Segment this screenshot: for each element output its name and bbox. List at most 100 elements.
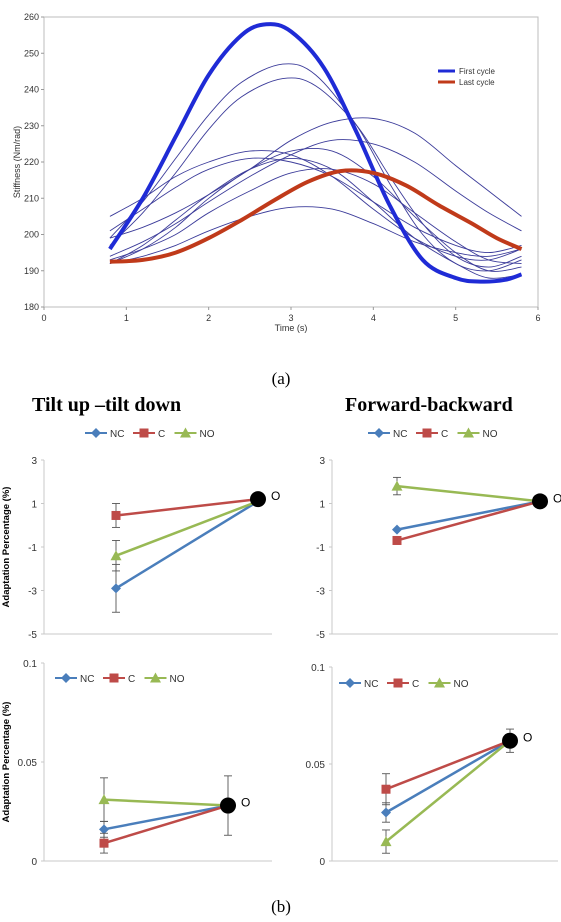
series-line-nc xyxy=(385,739,511,814)
y-tick-label: -5 xyxy=(28,630,37,641)
legend-label-nc: NC xyxy=(110,429,124,440)
tilt-sd-chart: 0.1 0.05 0 Adaptation Percentage (%) NC C NO O xyxy=(1,659,272,868)
y-axis-title: Adaptation Percentage (%) xyxy=(1,487,12,608)
y-tick-label: 240 xyxy=(24,85,39,95)
cycle-curve xyxy=(109,157,522,254)
y-tick-label: 230 xyxy=(24,121,39,131)
series-c xyxy=(99,775,232,854)
series-no xyxy=(110,500,259,572)
data-point-c xyxy=(392,535,402,545)
y-tick-label: 1 xyxy=(31,500,37,511)
series-line-c xyxy=(396,500,541,542)
series-line-nc xyxy=(115,500,259,590)
end-point-marker xyxy=(250,491,266,508)
x-tick-label: 4 xyxy=(371,313,376,323)
series-no xyxy=(380,739,511,854)
data-point-nc xyxy=(99,824,109,835)
series-nc xyxy=(381,739,511,823)
legend-label-last-cycle: Last cycle xyxy=(459,78,495,87)
legend: NC C NO xyxy=(368,427,498,440)
cycle-curve xyxy=(109,147,522,272)
cycle-curve xyxy=(109,117,522,239)
legend-label-nc: NC xyxy=(364,679,378,690)
x-tick-label: 3 xyxy=(288,313,293,323)
legend-marker-c xyxy=(139,428,149,438)
series-line-no xyxy=(396,484,541,503)
x-tick-label: 1 xyxy=(124,313,129,323)
legend-label-no: NO xyxy=(170,674,185,685)
y-tick-label: 0.05 xyxy=(18,758,38,769)
legend-marker-no xyxy=(434,677,445,688)
end-point-label: O xyxy=(241,796,250,810)
legend: NC C NO xyxy=(85,427,215,440)
end-point-marker xyxy=(532,493,548,510)
tilt-mean-chart: 3 1 -1 -3 -5 Adaptation Percentage (%) NC C NO O xyxy=(1,427,280,641)
series-line-no xyxy=(115,500,259,557)
y-tick-label: -1 xyxy=(28,543,37,554)
legend-label-no: NO xyxy=(454,679,469,690)
series-line-no xyxy=(103,798,229,807)
series-line-c xyxy=(385,739,511,791)
data-point-c xyxy=(111,510,121,520)
y-axis-title: Adaptation Percentage (%) xyxy=(1,702,12,823)
x-tick-label: 2 xyxy=(206,313,211,323)
legend-marker-nc xyxy=(61,673,71,683)
x-tick-label: 5 xyxy=(453,313,458,323)
legend-label-c: C xyxy=(441,429,448,440)
series-line-nc xyxy=(103,804,229,831)
data-point-no xyxy=(98,794,110,805)
stiffness-y-axis-title: Stiffness (Nm/rad) xyxy=(12,126,22,198)
legend-marker-c xyxy=(422,428,432,438)
stiffness-legend: First cycle Last cycle xyxy=(438,67,496,87)
end-point-label: O xyxy=(523,731,532,745)
y-tick-label: 250 xyxy=(24,48,39,58)
data-point-no xyxy=(380,836,392,847)
cycle-curve xyxy=(109,157,522,279)
cycle-curve xyxy=(109,150,522,261)
legend-marker-c xyxy=(109,673,119,683)
cycle-curve xyxy=(109,63,522,272)
title-forward: Forward-backward xyxy=(345,394,513,416)
legend: NC C NO xyxy=(339,677,469,690)
legend-marker-no xyxy=(463,427,474,438)
series-line-nc xyxy=(396,500,541,531)
legend-label-no: NO xyxy=(200,429,215,440)
series-line-c xyxy=(103,804,229,845)
end-point-label: O xyxy=(553,491,561,505)
caption-b: (b) xyxy=(271,897,291,916)
y-tick-label: 0.1 xyxy=(311,663,325,674)
legend-label-first-cycle: First cycle xyxy=(459,67,496,76)
y-tick-label: -5 xyxy=(316,630,325,641)
end-point-marker xyxy=(220,797,236,814)
legend-label-no: NO xyxy=(483,429,498,440)
legend-marker-nc xyxy=(91,428,101,438)
title-tilt: Tilt up –tilt down xyxy=(32,394,181,416)
y-tick-label: -3 xyxy=(316,587,325,598)
legend: NC C NO xyxy=(55,672,185,685)
data-point-no xyxy=(391,480,403,491)
y-tick-label: 180 xyxy=(24,302,39,312)
data-point-nc xyxy=(111,583,121,594)
data-point-c xyxy=(99,838,109,848)
y-tick-label: 210 xyxy=(24,193,39,203)
y-tick-label: 0.05 xyxy=(306,760,326,771)
stiffness-chart: 0 1 2 3 4 5 6 180 190 200 210 220 230 240 250 260 Time … xyxy=(12,12,541,333)
caption-a: (a) xyxy=(272,369,291,388)
legend-marker-no xyxy=(180,427,191,438)
legend-label-c: C xyxy=(158,429,165,440)
legend-marker-no xyxy=(150,672,161,683)
cycle-curve xyxy=(109,168,522,264)
y-tick-label: 0.1 xyxy=(23,659,37,670)
y-tick-label: 190 xyxy=(24,266,39,276)
data-point-no xyxy=(110,550,122,561)
legend-marker-c xyxy=(393,678,403,688)
y-tick-label: 260 xyxy=(24,12,39,22)
data-point-nc xyxy=(392,524,402,535)
series-line-no xyxy=(385,739,511,843)
x-tick-label: 6 xyxy=(535,313,540,323)
series-c xyxy=(381,728,514,806)
y-tick-label: 200 xyxy=(24,230,39,240)
y-tick-label: 0 xyxy=(31,857,37,868)
legend-label-nc: NC xyxy=(393,429,407,440)
